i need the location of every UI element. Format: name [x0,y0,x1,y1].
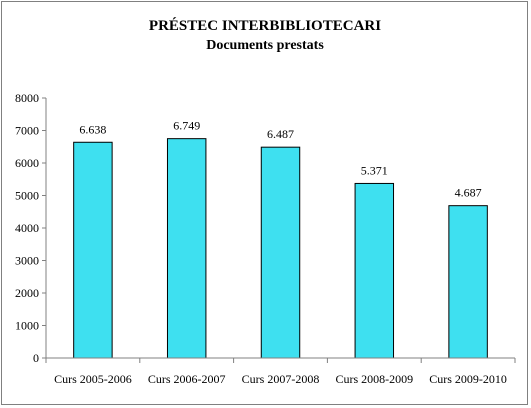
y-tick-label: 7000 [15,124,39,138]
bar [166,138,207,359]
y-tick-label: 5000 [15,189,39,203]
y-tick-label: 3000 [15,254,39,268]
x-category-label: Curs 2009-2010 [429,372,507,386]
y-axis: 0 1000 2000 3000 4000 5000 6000 7000 8000 [15,91,47,365]
chart-subtitle: Documents prestats [206,38,324,53]
x-category-label: Curs 2006-2007 [148,372,226,386]
y-tick-label: 6000 [15,156,39,170]
y-tick-label: 8000 [15,91,39,105]
data-label: 6.487 [267,127,294,141]
data-label: 6.638 [79,122,106,136]
bar [448,205,488,359]
y-tick-label: 0 [33,351,39,365]
data-label: 5.371 [361,163,388,177]
bar [260,146,301,359]
bars: 6.638 6.749 6.487 5.371 4.687 [73,119,488,359]
x-category-label: Curs 2007-2008 [242,372,320,386]
bar [73,141,113,359]
x-category-label: Curs 2008-2009 [335,372,413,386]
y-tick-label: 1000 [15,319,39,333]
y-tick-label: 2000 [15,286,39,300]
data-label: 6.749 [173,119,200,133]
data-label: 4.687 [455,186,482,200]
x-category-label: Curs 2005-2006 [54,372,132,386]
bar [354,182,395,359]
chart-title: PRÉSTEC INTERBIBLIOTECARI [149,17,381,34]
y-tick-label: 4000 [15,221,39,235]
x-axis: Curs 2005-2006 Curs 2006-2007 Curs 2007-20… [45,357,516,386]
